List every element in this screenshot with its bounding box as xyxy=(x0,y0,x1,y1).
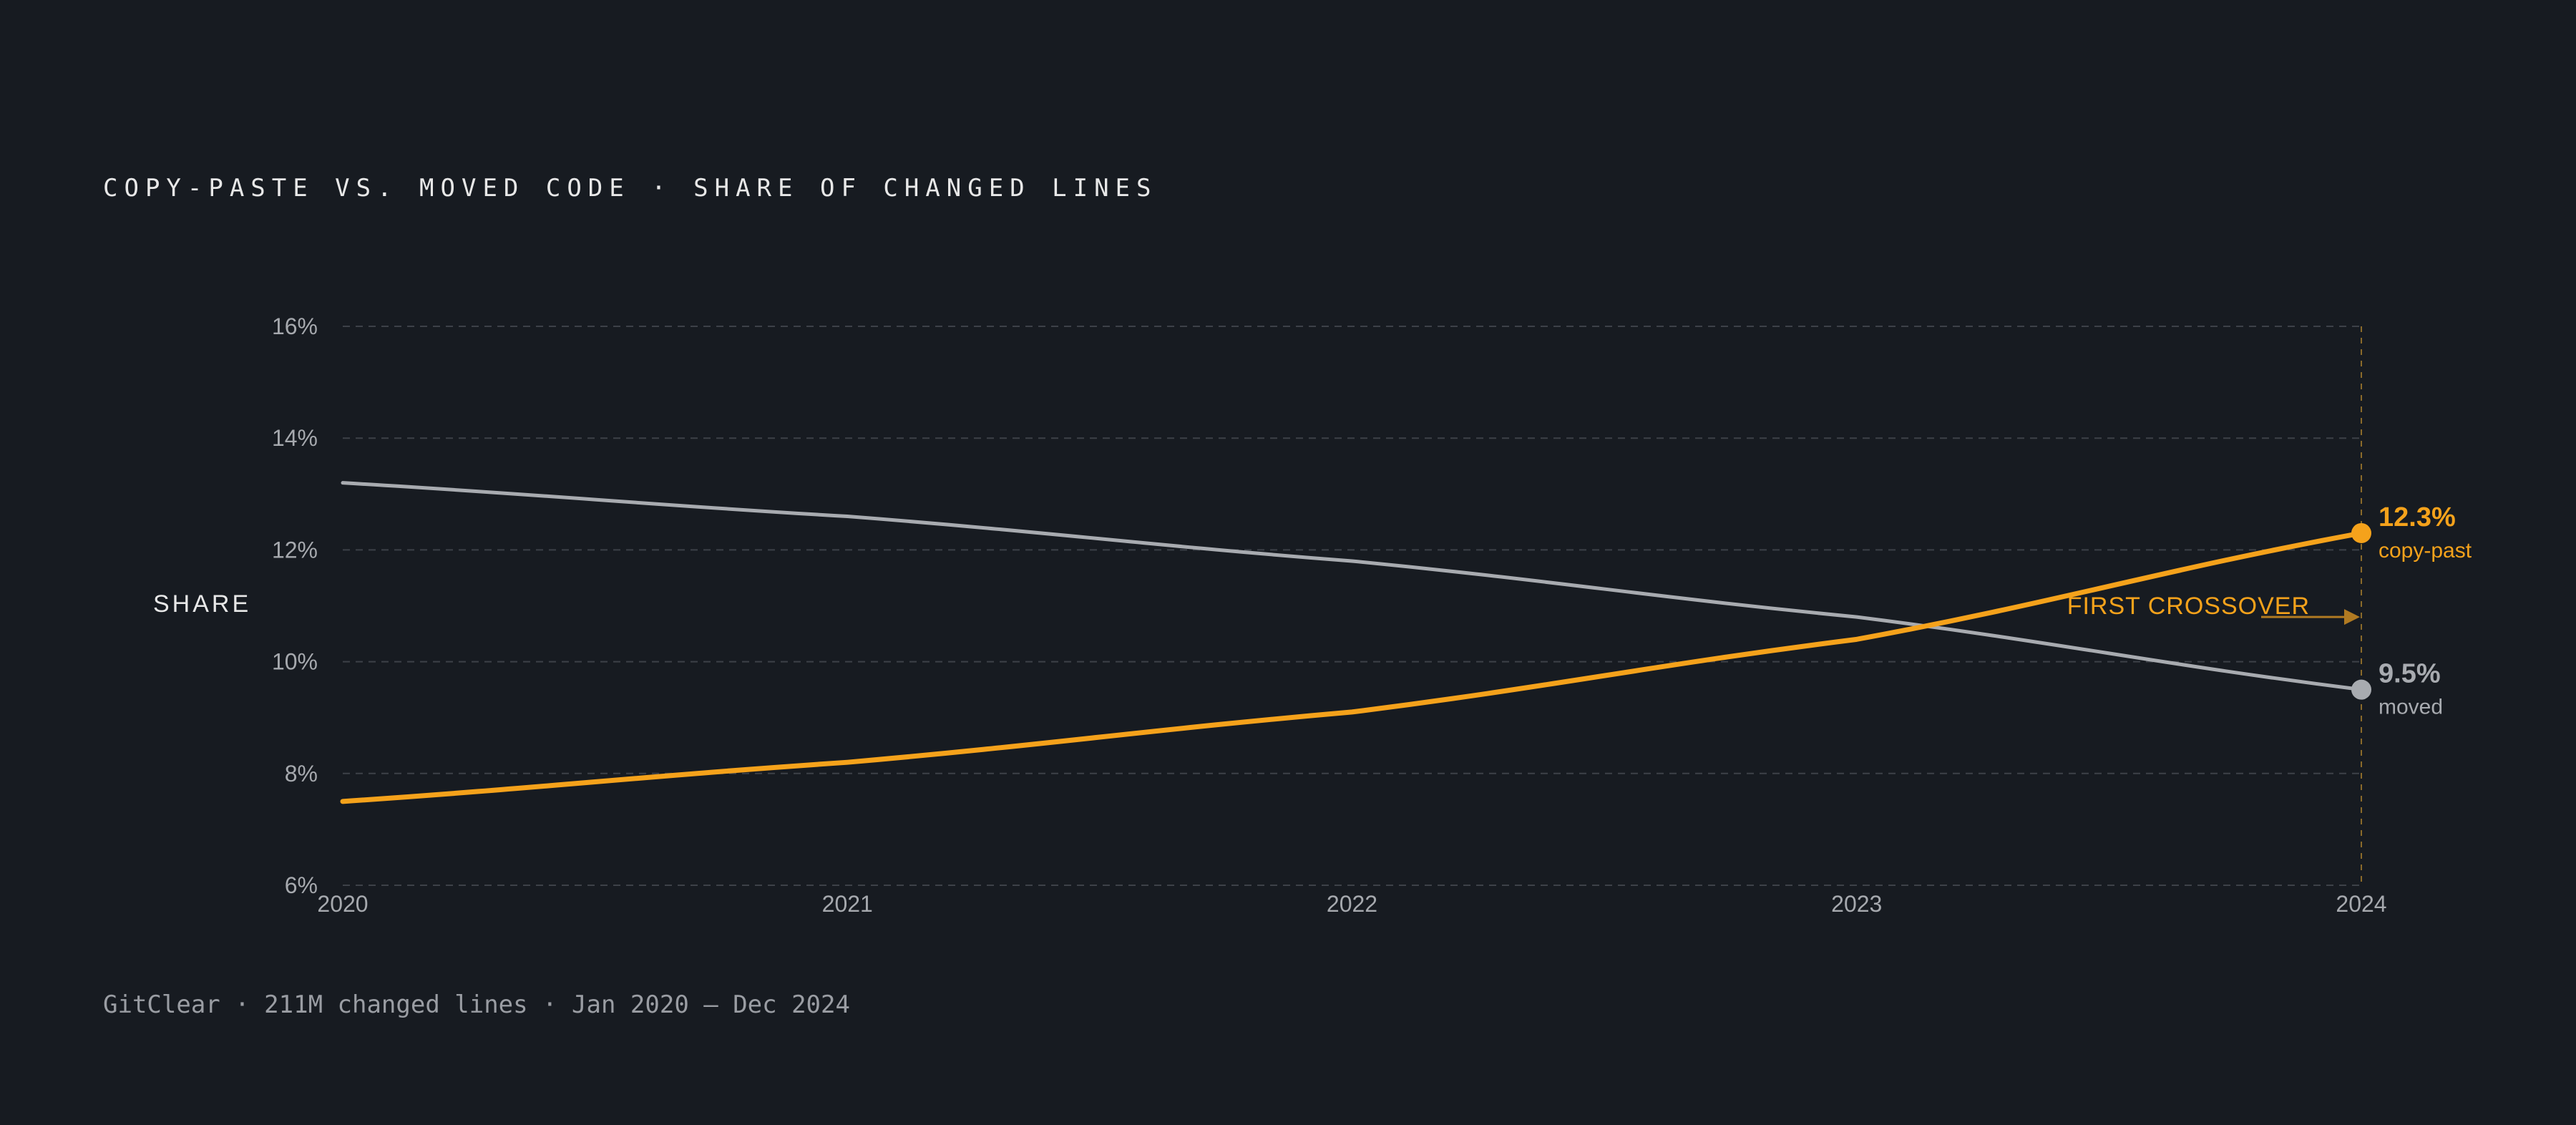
annotation-label: FIRST CROSSOVER xyxy=(2067,593,2310,620)
x-tick-label: 2020 xyxy=(317,891,368,917)
x-tick-label: 2024 xyxy=(2336,891,2386,917)
y-axis-label: SHARE xyxy=(153,590,251,618)
chart-title: COPY-PASTE VS. MOVED CODE · SHARE OF CHA… xyxy=(103,174,1158,203)
y-tick-labels: 6% 8% 10% 12% 14% 16% xyxy=(272,313,318,898)
x-tick-label: 2021 xyxy=(822,891,873,917)
series-name-label: moved xyxy=(2379,696,2443,719)
series-line-copy-past xyxy=(340,530,2364,804)
gridlines xyxy=(343,326,2362,886)
x-tick-label: 2023 xyxy=(1831,891,1882,917)
y-tick-label: 12% xyxy=(272,537,318,562)
crossover-annotation: FIRST CROSSOVER xyxy=(2067,593,2360,625)
series-lines xyxy=(340,481,2364,804)
y-tick-label: 16% xyxy=(272,313,318,339)
end-value-label: 12.3% xyxy=(2379,502,2456,532)
end-point-moved xyxy=(2351,679,2371,700)
y-tick-label: 8% xyxy=(285,761,318,786)
x-tick-label: 2022 xyxy=(1327,891,1377,917)
annotation-arrowhead xyxy=(2344,609,2360,625)
source-footnote: GitClear · 211M changed lines · Jan 2020… xyxy=(103,990,850,1019)
y-tick-label: 6% xyxy=(285,872,318,898)
series-line-moved xyxy=(341,481,2363,692)
y-tick-label: 14% xyxy=(272,425,318,451)
end-point-copy-past xyxy=(2351,522,2371,543)
y-tick-label: 10% xyxy=(272,649,318,675)
series-name-label: copy-past xyxy=(2379,539,2472,562)
x-tick-labels: 2020 2021 2022 2023 2024 xyxy=(317,891,2386,917)
end-labels: 12.3% copy-past 9.5% moved xyxy=(2351,502,2472,719)
end-value-label: 9.5% xyxy=(2379,659,2441,689)
